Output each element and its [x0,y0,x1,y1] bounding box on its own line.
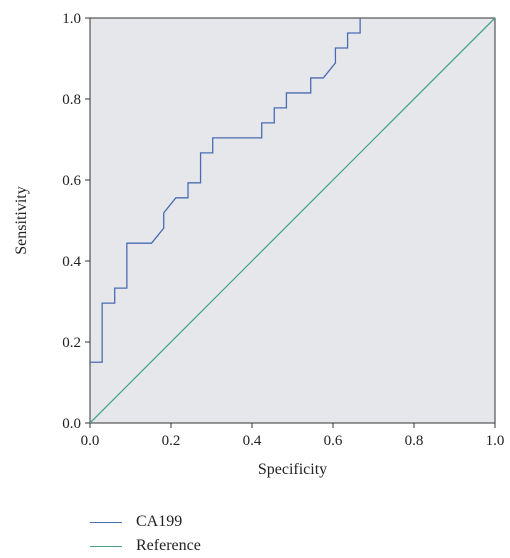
y-tick-label: 0.6 [62,173,81,189]
y-tick-label: 0.4 [62,254,81,270]
x-tick-label: 0.0 [81,433,100,449]
y-tick-label: 0.0 [62,416,81,432]
y-tick-label: 1.0 [62,11,81,27]
legend-label-reference: Reference [136,537,201,554]
legend-item-ca199: CA199 [90,510,201,534]
roc-chart: 0.0 0.2 0.4 0.6 0.8 1.0 0.0 0.2 0.4 0.6 0.8 1.0 Spe… [13,11,504,478]
series-layer [89,17,496,424]
x-axis-title: Specificity [258,461,327,478]
y-axis-title: Sensitivity [13,186,30,254]
legend: CA199 Reference [90,510,201,558]
legend-swatch-reference [90,545,122,547]
x-tick-label: 0.4 [243,433,262,449]
x-tick-label: 1.0 [486,433,505,449]
x-tick-label: 0.2 [162,433,181,449]
x-tick-label: 0.6 [324,433,343,449]
legend-item-reference: Reference [90,534,201,558]
series-line-reference [89,17,496,424]
y-tick-label: 0.8 [62,92,81,108]
legend-label-ca199: CA199 [136,513,183,530]
axis-layer: 0.0 0.2 0.4 0.6 0.8 1.0 0.0 0.2 0.4 0.6 0.8 1.0 [62,11,504,449]
legend-swatch-ca199 [90,521,122,523]
series-line-ca199 [90,18,361,363]
y-tick-label: 0.2 [62,335,81,351]
x-tick-label: 0.8 [405,433,424,449]
